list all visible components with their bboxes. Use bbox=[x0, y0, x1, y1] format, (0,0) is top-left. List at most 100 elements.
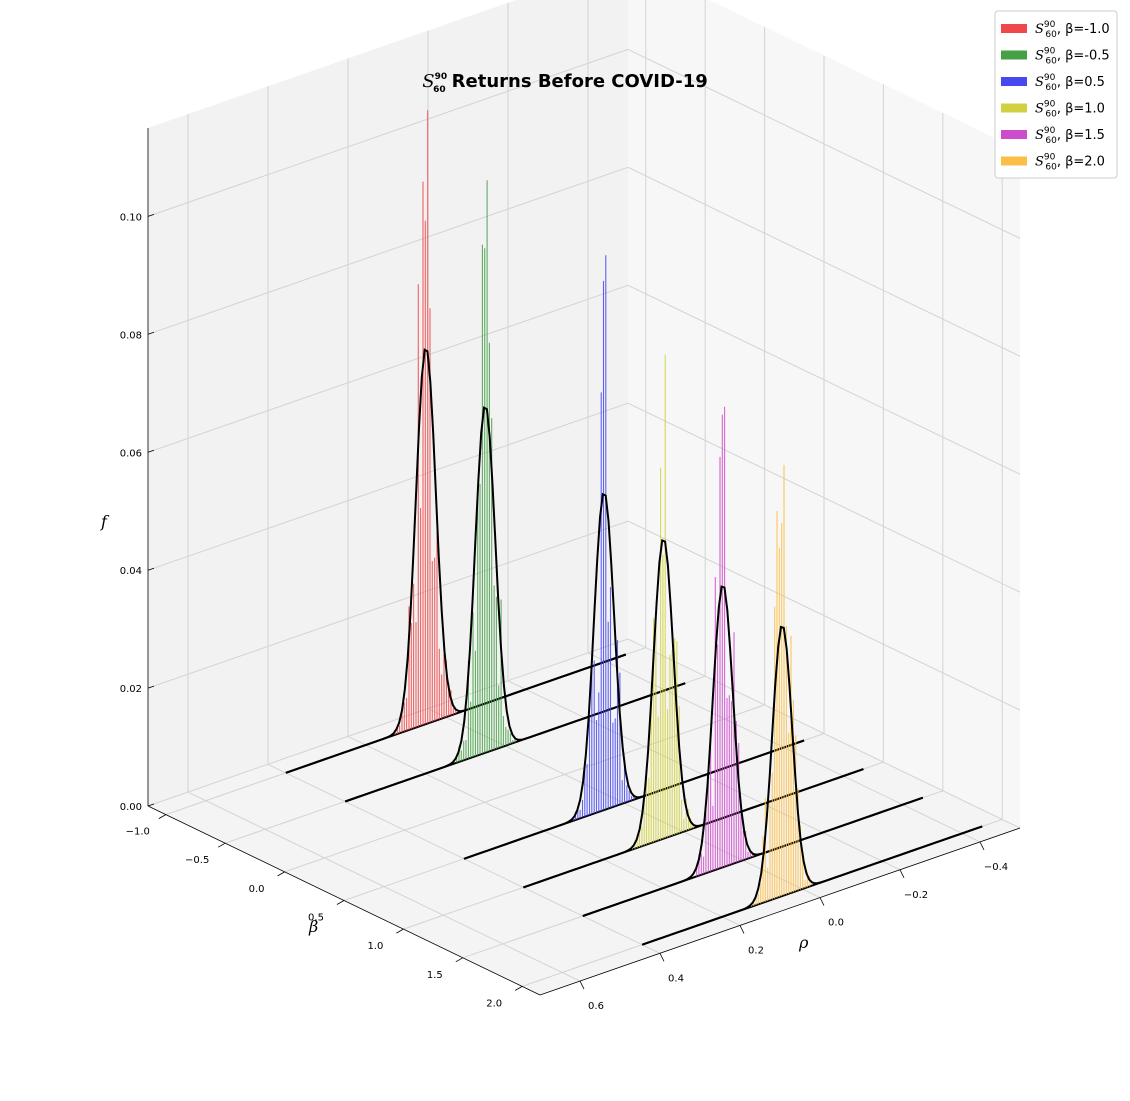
y-axis-label: β bbox=[308, 917, 318, 936]
fit-curve bbox=[463, 492, 805, 860]
y-tick bbox=[455, 957, 463, 963]
z-tick-label: 0.00 bbox=[120, 802, 142, 813]
legend-symbol-base: S bbox=[1035, 22, 1044, 37]
grid-line-z-left bbox=[147, 638, 629, 807]
legend-symbol-base: S bbox=[1035, 75, 1044, 90]
x-tick bbox=[659, 953, 665, 962]
legend-symbol-sub: 60 bbox=[1045, 136, 1057, 146]
legend-entry: S90 60, β=2.0 bbox=[1035, 153, 1105, 173]
legend-label: , β=2.0 bbox=[1057, 155, 1105, 170]
grid-line-z-right bbox=[627, 48, 1021, 239]
grid-line-z-left bbox=[147, 166, 629, 335]
x-tick bbox=[899, 869, 905, 878]
legend-symbol-sup: 90 bbox=[1044, 126, 1056, 136]
legend-symbol-base: S bbox=[1035, 49, 1044, 64]
z-tick bbox=[147, 803, 155, 807]
legend-symbol-sub: 60 bbox=[1045, 83, 1057, 93]
y-tick bbox=[218, 842, 226, 848]
legend-entry: S90 60, β=0.5 bbox=[1035, 73, 1105, 93]
x-tick-label: 0.6 bbox=[588, 1001, 604, 1012]
fit-curve bbox=[582, 585, 924, 917]
legend-symbol-sub: 60 bbox=[1045, 30, 1057, 40]
y-tick-label: 1.5 bbox=[427, 970, 443, 981]
series-0 bbox=[285, 110, 627, 774]
legend-swatch bbox=[1001, 156, 1027, 166]
x-tick bbox=[819, 897, 825, 906]
fit-curve bbox=[641, 625, 983, 946]
y-tick-label: −0.5 bbox=[185, 855, 209, 866]
z-tick-label: 0.10 bbox=[120, 212, 142, 223]
z-tick-label: 0.08 bbox=[120, 330, 142, 341]
series-5 bbox=[641, 464, 983, 946]
grid-line-z-right bbox=[627, 166, 1021, 357]
series-1 bbox=[344, 180, 686, 803]
z-tick-label: 0.04 bbox=[120, 566, 142, 577]
y-tick bbox=[396, 928, 404, 934]
legend-swatch bbox=[1001, 130, 1027, 139]
z-axis-label: f bbox=[100, 512, 110, 531]
legend-entry: S90 60, β=-0.5 bbox=[1035, 47, 1110, 67]
y-tick bbox=[277, 871, 285, 877]
chart-panes bbox=[148, 0, 1020, 995]
grid-line-z-left bbox=[147, 402, 629, 571]
x-tick-label: 0.0 bbox=[828, 918, 844, 929]
legend-symbol-base: S bbox=[1035, 102, 1044, 117]
x-tick-label: 0.2 bbox=[748, 945, 764, 956]
series-2 bbox=[463, 255, 805, 860]
legend-symbol-sup: 90 bbox=[1044, 73, 1056, 83]
legend-symbol-sub: 60 bbox=[1045, 110, 1057, 120]
x-tick bbox=[979, 841, 985, 851]
legend-symbol-sup: 90 bbox=[1044, 153, 1056, 163]
x-tick-label: −0.4 bbox=[984, 862, 1008, 873]
legend-symbol-sup: 90 bbox=[1044, 100, 1056, 110]
legend-swatch bbox=[1001, 50, 1027, 60]
title-symbol-sub: 60 bbox=[433, 85, 446, 95]
grid-line-z-right bbox=[627, 402, 1021, 593]
grid-line-z-right bbox=[627, 284, 1021, 475]
legend-label: , β=1.5 bbox=[1057, 128, 1105, 143]
series-3 bbox=[523, 354, 864, 889]
y-tick-label: 0.0 bbox=[249, 884, 265, 895]
legend-entry: S90 60, β=1.5 bbox=[1035, 126, 1105, 146]
fit-curve bbox=[344, 406, 686, 803]
legend-symbol-sup: 90 bbox=[1044, 47, 1056, 57]
y-tick-label: 2.0 bbox=[486, 998, 502, 1009]
y-tick bbox=[515, 986, 523, 991]
z-tick bbox=[147, 567, 155, 571]
grid-line-z-left bbox=[147, 284, 629, 453]
legend-label: , β=0.5 bbox=[1057, 75, 1105, 90]
legend-label: , β=-1.0 bbox=[1057, 22, 1110, 37]
chart-title: S90 60 Returns Before COVID-19 bbox=[422, 71, 708, 95]
title-symbol-base: S bbox=[422, 71, 434, 92]
grid-line-z-right bbox=[627, 520, 1021, 711]
legend-swatch bbox=[1001, 77, 1027, 86]
legend-label: , β=1.0 bbox=[1057, 102, 1105, 117]
z-tick bbox=[147, 685, 155, 689]
title-symbol-sup: 90 bbox=[435, 72, 448, 82]
series-4 bbox=[582, 406, 924, 917]
y-tick bbox=[336, 900, 345, 905]
grid-line-z-left bbox=[147, 520, 629, 689]
y-tick-label: 0.5 bbox=[308, 913, 324, 924]
z-tick-label: 0.06 bbox=[120, 448, 142, 459]
x-tick bbox=[739, 925, 745, 934]
legend-entry: S90 60, β=-1.0 bbox=[1035, 20, 1110, 40]
x-tick bbox=[579, 980, 585, 990]
x-tick-label: 0.4 bbox=[668, 973, 684, 984]
legend-symbol-base: S bbox=[1035, 128, 1044, 143]
title-text: Returns Before COVID-19 bbox=[452, 71, 708, 92]
grid-line-z-left bbox=[147, 48, 629, 217]
z-tick bbox=[147, 214, 155, 217]
z-tick bbox=[147, 331, 155, 335]
fit-curve bbox=[285, 348, 627, 774]
y-tick-label: −1.0 bbox=[126, 827, 150, 838]
legend-symbol-sub: 60 bbox=[1045, 163, 1057, 173]
legend-swatch bbox=[1001, 24, 1027, 33]
chart-marks bbox=[285, 110, 983, 946]
grid-line-z-right bbox=[627, 638, 1021, 829]
legend-entry: S90 60, β=1.0 bbox=[1035, 100, 1105, 120]
x-axis-label: ρ bbox=[798, 933, 809, 952]
legend-swatch bbox=[1001, 103, 1027, 113]
x-tick-label: −0.2 bbox=[904, 890, 928, 901]
legend-label: , β=-0.5 bbox=[1057, 49, 1110, 64]
